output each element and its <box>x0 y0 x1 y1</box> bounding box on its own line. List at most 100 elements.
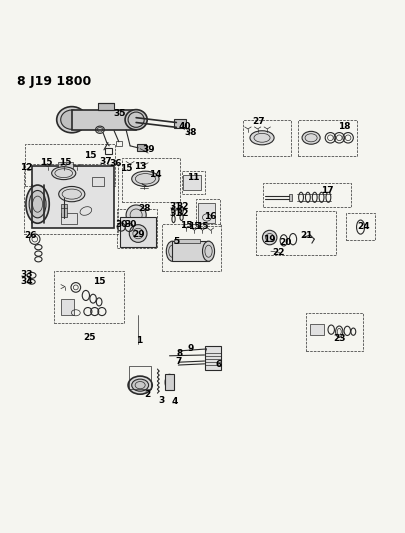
Ellipse shape <box>165 374 174 390</box>
Bar <box>205 346 222 370</box>
Bar <box>58 162 73 168</box>
Text: 29: 29 <box>132 230 145 239</box>
Circle shape <box>262 230 277 245</box>
Text: 36: 36 <box>109 159 122 168</box>
Text: 11: 11 <box>188 173 200 182</box>
Bar <box>129 366 151 389</box>
Bar <box>23 164 118 235</box>
Text: 24: 24 <box>357 222 370 231</box>
Text: 27: 27 <box>252 117 265 126</box>
Text: 15: 15 <box>93 277 105 286</box>
Text: 31: 31 <box>169 209 181 219</box>
Text: 15: 15 <box>59 158 71 167</box>
Bar <box>173 241 209 261</box>
Text: 18: 18 <box>338 122 350 131</box>
Bar <box>122 158 180 202</box>
Text: 14: 14 <box>149 170 162 179</box>
Bar <box>116 141 122 146</box>
Circle shape <box>129 225 147 243</box>
Bar <box>92 177 104 186</box>
Bar <box>117 209 158 248</box>
Text: 21: 21 <box>300 231 313 240</box>
Ellipse shape <box>57 107 87 133</box>
Text: 32: 32 <box>176 201 189 211</box>
Text: 20: 20 <box>279 238 291 247</box>
Ellipse shape <box>202 241 215 261</box>
Bar <box>243 120 291 156</box>
Text: 1: 1 <box>136 336 142 345</box>
Text: 16: 16 <box>204 212 217 221</box>
Text: 8: 8 <box>177 349 183 358</box>
Bar <box>105 148 113 154</box>
Text: 25: 25 <box>83 333 95 342</box>
Bar <box>181 171 205 194</box>
Text: 9: 9 <box>187 344 194 353</box>
Bar <box>306 313 362 351</box>
Ellipse shape <box>132 171 159 187</box>
Bar <box>98 103 114 110</box>
Text: 33: 33 <box>21 270 33 279</box>
Text: 15: 15 <box>84 151 97 159</box>
Bar <box>61 213 77 224</box>
Ellipse shape <box>61 110 83 130</box>
Bar <box>137 144 146 151</box>
Bar <box>61 300 74 315</box>
Bar <box>256 211 336 255</box>
Bar <box>165 374 174 390</box>
Text: 40: 40 <box>178 122 191 131</box>
Text: 23: 23 <box>333 334 345 343</box>
Bar <box>61 204 67 217</box>
Bar <box>196 199 220 227</box>
Bar <box>174 239 200 243</box>
Ellipse shape <box>59 187 85 202</box>
Ellipse shape <box>132 379 149 391</box>
Ellipse shape <box>52 167 76 180</box>
Bar <box>289 193 292 201</box>
Bar <box>310 324 324 335</box>
Text: 7: 7 <box>175 357 181 366</box>
Text: 6: 6 <box>215 360 222 369</box>
Bar <box>298 120 356 156</box>
Text: 2: 2 <box>144 390 150 399</box>
Bar <box>54 271 124 323</box>
Text: 32: 32 <box>176 208 189 217</box>
Ellipse shape <box>26 185 49 223</box>
Bar <box>72 110 136 130</box>
Text: 12: 12 <box>21 164 33 173</box>
Text: 13: 13 <box>134 162 146 171</box>
Ellipse shape <box>166 241 178 261</box>
Text: 15: 15 <box>40 158 53 167</box>
Ellipse shape <box>250 131 274 145</box>
Ellipse shape <box>125 110 147 130</box>
Bar <box>162 224 221 271</box>
Bar <box>198 204 215 223</box>
Text: 26: 26 <box>24 231 36 240</box>
Ellipse shape <box>302 131 320 144</box>
Text: 15: 15 <box>120 164 132 173</box>
Bar <box>263 183 351 207</box>
Text: 35: 35 <box>114 109 126 118</box>
Bar <box>174 119 185 128</box>
Text: 3: 3 <box>158 395 164 405</box>
Text: 15: 15 <box>180 221 193 230</box>
Text: 34: 34 <box>20 277 33 286</box>
Text: 15: 15 <box>188 222 201 231</box>
Bar <box>120 217 156 247</box>
Text: 39: 39 <box>142 146 155 155</box>
Text: 17: 17 <box>321 185 333 195</box>
Text: 19: 19 <box>262 235 275 244</box>
Ellipse shape <box>29 190 46 218</box>
Bar <box>347 213 375 240</box>
Text: 30: 30 <box>124 220 136 229</box>
Text: 37: 37 <box>100 157 112 166</box>
Text: 8 J19 1800: 8 J19 1800 <box>17 76 92 88</box>
Ellipse shape <box>128 376 152 394</box>
Text: 15: 15 <box>196 222 209 231</box>
Text: 4: 4 <box>171 397 177 406</box>
Text: 28: 28 <box>138 204 150 213</box>
Text: 38: 38 <box>184 128 197 138</box>
Text: 31: 31 <box>169 203 181 212</box>
Circle shape <box>126 205 146 225</box>
Text: 22: 22 <box>272 248 284 257</box>
Bar <box>25 144 115 186</box>
